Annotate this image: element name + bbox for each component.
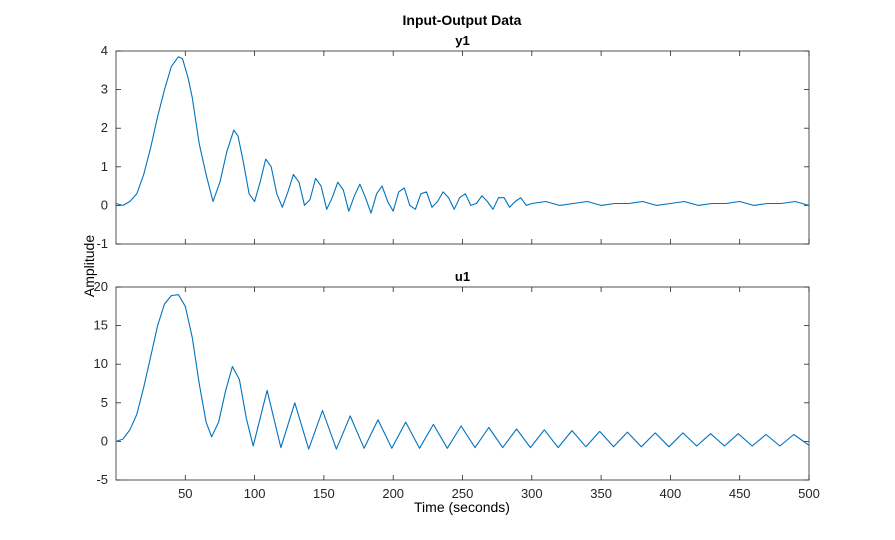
y-tick-label: 2 xyxy=(101,120,108,135)
y-tick-label: 0 xyxy=(101,433,108,448)
x-tick-label: 400 xyxy=(660,486,682,501)
x-tick-label: 350 xyxy=(590,486,612,501)
y-axis-title: Amplitude xyxy=(81,235,97,297)
y-tick-label: -5 xyxy=(96,472,108,487)
subplot-panels: y1 -1 0 1 2 3 4 u1 -5 0 5 10 15 20 50 100 150 200 250 300 35… xyxy=(94,33,820,501)
y-tick-label: 4 xyxy=(101,43,108,58)
y-tick-label: -1 xyxy=(96,236,108,251)
y-tick-label: 10 xyxy=(94,356,108,371)
x-tick-label: 500 xyxy=(798,486,820,501)
x-tick-label: 150 xyxy=(313,486,335,501)
x-tick-label: 50 xyxy=(178,486,192,501)
subplot-u1: u1 -5 0 5 10 15 20 50 100 150 200 250 300 350 400 450 50… xyxy=(94,269,820,501)
x-tick-label: 100 xyxy=(244,486,266,501)
x-tick-label: 200 xyxy=(382,486,404,501)
subplot-y1: y1 -1 0 1 2 3 4 xyxy=(96,33,810,251)
axes-box xyxy=(115,286,810,481)
x-tick-label: 450 xyxy=(729,486,751,501)
axes-box xyxy=(115,50,810,245)
y-tick-label: 0 xyxy=(101,197,108,212)
y-tick-label: 15 xyxy=(94,318,108,333)
series-line-u1 xyxy=(115,294,810,450)
series-line-y1 xyxy=(115,56,810,214)
figure-title: Input-Output Data xyxy=(403,12,522,28)
x-tick-label: 250 xyxy=(452,486,474,501)
y-tick-label: 3 xyxy=(101,82,108,97)
x-tick-label: 300 xyxy=(521,486,543,501)
y-tick-label: 20 xyxy=(94,279,108,294)
panel-title: u1 xyxy=(455,269,470,284)
y-tick-label: 5 xyxy=(101,395,108,410)
y-tick-label: 1 xyxy=(101,159,108,174)
x-axis-title: Time (seconds) xyxy=(414,499,510,515)
panel-title: y1 xyxy=(455,33,469,48)
